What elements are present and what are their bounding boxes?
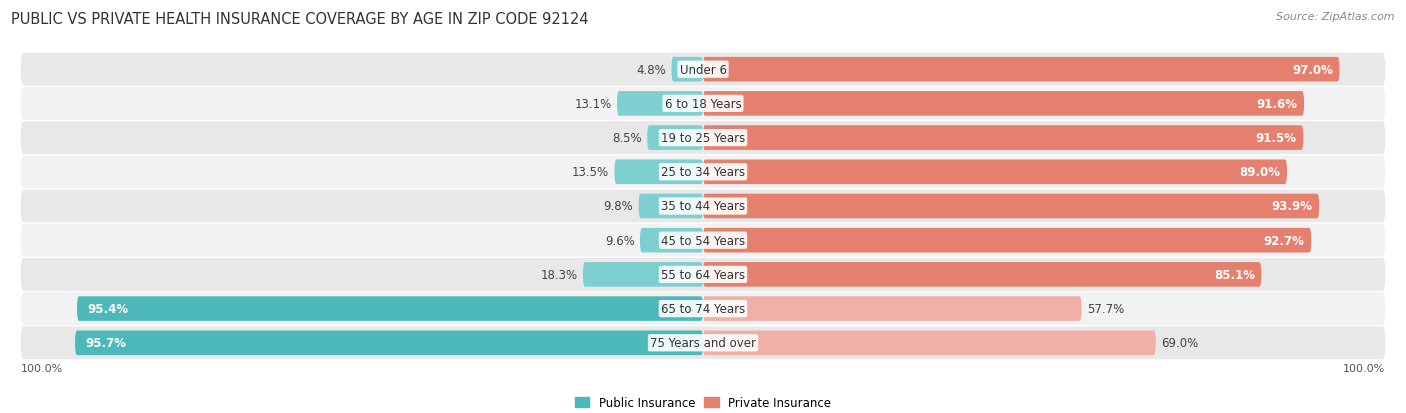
Text: 55 to 64 Years: 55 to 64 Years — [661, 268, 745, 281]
FancyBboxPatch shape — [703, 194, 1319, 219]
Text: 13.1%: 13.1% — [575, 97, 612, 111]
Text: 91.5%: 91.5% — [1256, 132, 1296, 145]
Text: 100.0%: 100.0% — [21, 363, 63, 373]
Text: 9.6%: 9.6% — [605, 234, 634, 247]
FancyBboxPatch shape — [703, 126, 1303, 151]
FancyBboxPatch shape — [617, 92, 703, 116]
Text: 25 to 34 Years: 25 to 34 Years — [661, 166, 745, 179]
FancyBboxPatch shape — [77, 297, 703, 321]
Text: Source: ZipAtlas.com: Source: ZipAtlas.com — [1277, 12, 1395, 22]
FancyBboxPatch shape — [21, 122, 1385, 154]
Text: 97.0%: 97.0% — [1292, 64, 1333, 76]
Text: 95.7%: 95.7% — [84, 337, 127, 349]
FancyBboxPatch shape — [21, 88, 1385, 121]
Text: 100.0%: 100.0% — [1343, 363, 1385, 373]
Text: 92.7%: 92.7% — [1264, 234, 1305, 247]
Text: 18.3%: 18.3% — [540, 268, 578, 281]
Text: 35 to 44 Years: 35 to 44 Years — [661, 200, 745, 213]
Text: 45 to 54 Years: 45 to 54 Years — [661, 234, 745, 247]
Text: Under 6: Under 6 — [679, 64, 727, 76]
FancyBboxPatch shape — [75, 331, 703, 355]
Text: 4.8%: 4.8% — [637, 64, 666, 76]
Text: 75 Years and over: 75 Years and over — [650, 337, 756, 349]
Text: 89.0%: 89.0% — [1240, 166, 1281, 179]
Text: 91.6%: 91.6% — [1257, 97, 1298, 111]
FancyBboxPatch shape — [703, 331, 1156, 355]
FancyBboxPatch shape — [703, 228, 1312, 253]
FancyBboxPatch shape — [672, 58, 703, 82]
FancyBboxPatch shape — [21, 327, 1385, 359]
FancyBboxPatch shape — [703, 92, 1303, 116]
FancyBboxPatch shape — [638, 194, 703, 219]
FancyBboxPatch shape — [703, 297, 1081, 321]
FancyBboxPatch shape — [614, 160, 703, 185]
FancyBboxPatch shape — [21, 54, 1385, 86]
Text: 85.1%: 85.1% — [1213, 268, 1254, 281]
FancyBboxPatch shape — [703, 160, 1286, 185]
FancyBboxPatch shape — [21, 259, 1385, 291]
Text: 13.5%: 13.5% — [572, 166, 609, 179]
Text: 95.4%: 95.4% — [87, 302, 128, 316]
Text: 8.5%: 8.5% — [613, 132, 643, 145]
Text: PUBLIC VS PRIVATE HEALTH INSURANCE COVERAGE BY AGE IN ZIP CODE 92124: PUBLIC VS PRIVATE HEALTH INSURANCE COVER… — [11, 12, 589, 27]
Text: 65 to 74 Years: 65 to 74 Years — [661, 302, 745, 316]
FancyBboxPatch shape — [640, 228, 703, 253]
Legend: Public Insurance, Private Insurance: Public Insurance, Private Insurance — [571, 392, 835, 413]
Text: 19 to 25 Years: 19 to 25 Years — [661, 132, 745, 145]
FancyBboxPatch shape — [21, 190, 1385, 223]
FancyBboxPatch shape — [647, 126, 703, 151]
FancyBboxPatch shape — [21, 224, 1385, 257]
FancyBboxPatch shape — [703, 262, 1261, 287]
Text: 93.9%: 93.9% — [1271, 200, 1313, 213]
FancyBboxPatch shape — [583, 262, 703, 287]
Text: 69.0%: 69.0% — [1161, 337, 1198, 349]
Text: 9.8%: 9.8% — [603, 200, 634, 213]
FancyBboxPatch shape — [21, 292, 1385, 325]
FancyBboxPatch shape — [703, 58, 1340, 82]
FancyBboxPatch shape — [21, 156, 1385, 189]
Text: 6 to 18 Years: 6 to 18 Years — [665, 97, 741, 111]
Text: 57.7%: 57.7% — [1087, 302, 1123, 316]
